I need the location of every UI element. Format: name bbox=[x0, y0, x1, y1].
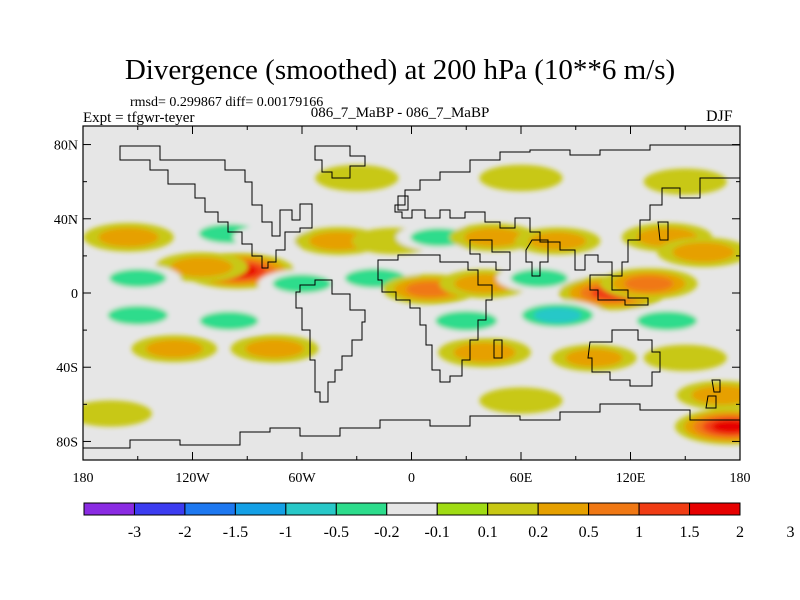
colorbar-label: -0.5 bbox=[324, 524, 349, 541]
coastline-madagascar bbox=[493, 339, 503, 359]
field-blob-25-level-1 bbox=[636, 311, 698, 331]
field-blob-32-level-0 bbox=[479, 387, 563, 414]
coastline-antarctica bbox=[83, 403, 740, 449]
field-layer bbox=[83, 164, 740, 445]
coastline-british-isles bbox=[397, 195, 409, 211]
colorbar-label: 0.1 bbox=[478, 524, 498, 541]
field-blob-8-level-1 bbox=[464, 228, 523, 247]
field-blob-36-level-0 bbox=[479, 164, 563, 192]
field-blob-23-level-1 bbox=[435, 310, 498, 331]
stats-line: rmsd= 0.299867 diff= 0.00179166 bbox=[130, 95, 324, 110]
coastline-new-zealand bbox=[705, 379, 721, 409]
season-label: DJF bbox=[706, 108, 733, 125]
colorbar-swatch bbox=[588, 502, 640, 516]
colorbar-label: 3 bbox=[787, 524, 795, 541]
colorbar-label: -3 bbox=[128, 524, 141, 541]
case-label: 086_7_MaBP - 086_7_MaBP bbox=[310, 105, 490, 121]
field-blob-21-level-1 bbox=[199, 311, 259, 331]
coastline-greenland bbox=[314, 145, 366, 179]
field-blob-28-level-1 bbox=[453, 342, 516, 363]
x-tick-label: 180 bbox=[730, 471, 751, 486]
field-blob-20-level-1 bbox=[107, 305, 168, 325]
field-blob-27-level-1 bbox=[245, 339, 304, 359]
colorbar-label: 2 bbox=[736, 524, 744, 541]
colorbar-swatch bbox=[285, 502, 337, 516]
field-blob-1-level-1 bbox=[170, 257, 233, 277]
coastline-south-america bbox=[295, 279, 366, 403]
y-tick-label: 40N bbox=[54, 213, 78, 228]
coastline-japan bbox=[657, 221, 669, 241]
colorbar-label: -0.1 bbox=[425, 524, 450, 541]
field-blob-34-level-0 bbox=[260, 400, 344, 427]
colorbar-label: 1 bbox=[635, 524, 643, 541]
field-blob-9-level-1 bbox=[529, 231, 586, 251]
x-tick-label: 60W bbox=[288, 471, 316, 486]
field-blob-26-level-1 bbox=[145, 339, 203, 358]
colorbar-label: 0.5 bbox=[579, 524, 599, 541]
x-tick-label: 120E bbox=[616, 471, 646, 486]
field-blob-29-level-1 bbox=[565, 348, 623, 367]
field-blob-31-level-1 bbox=[691, 385, 740, 405]
field-blob-5-level-1 bbox=[309, 231, 368, 251]
colorbar-swatch bbox=[689, 502, 741, 516]
colorbar-label: 0.2 bbox=[528, 524, 548, 541]
field-blob-2-level-1 bbox=[98, 227, 159, 247]
field-blob-38-level-4 bbox=[712, 420, 740, 433]
colorbar-label: -2 bbox=[178, 524, 191, 541]
experiment-label: Expt = tfgwr-teyer bbox=[83, 110, 195, 126]
colorbar-swatch bbox=[234, 502, 287, 516]
field-blob-12-level-1 bbox=[272, 274, 332, 294]
y-tick-label: 80S bbox=[56, 435, 78, 450]
colorbar-label: -0.2 bbox=[374, 524, 399, 541]
x-tick-label: 60E bbox=[510, 471, 533, 486]
coastline-australia bbox=[587, 329, 661, 387]
field-blob-11-level-1 bbox=[672, 242, 735, 263]
colorbar-swatch bbox=[184, 502, 236, 516]
axis-ticks bbox=[82, 126, 741, 460]
y-tick-label: 80N bbox=[54, 139, 78, 154]
colorbar-swatch bbox=[335, 502, 388, 516]
colorbar-label: -1 bbox=[279, 524, 292, 541]
field-blob-18-level-2 bbox=[624, 275, 674, 292]
coastline-north-america bbox=[119, 145, 313, 269]
colorbar-swatch bbox=[386, 502, 438, 516]
coastline-layer bbox=[83, 144, 740, 449]
coastline-arabia bbox=[469, 239, 511, 271]
field-blob-37-level-0 bbox=[643, 168, 727, 195]
x-tick-label: 120W bbox=[175, 471, 210, 486]
colorbar-swatch bbox=[83, 502, 135, 516]
colorbar-label: 1.5 bbox=[680, 524, 700, 541]
colorbar-swatch bbox=[537, 502, 590, 516]
axis-labels: 180 120W 60W 0 60E 120E 180 80N 40N 0 40S 80S bbox=[54, 139, 751, 486]
x-tick-label: 0 bbox=[408, 471, 415, 486]
field-blob-24-level-2 bbox=[533, 307, 582, 323]
coastline-maritime-continent bbox=[589, 274, 649, 306]
chart-title: Divergence (smoothed) at 200 hPa (10**6 … bbox=[124, 54, 676, 86]
field-blob-22-level-0 bbox=[315, 302, 399, 329]
field-blob-19-level-1 bbox=[109, 269, 167, 288]
x-tick-label: 180 bbox=[73, 471, 94, 486]
colorbar-swatch bbox=[487, 502, 539, 516]
colorbar: -3 -2 -1.5 -1 -0.5 -0.2 -0.1 0.1 0.2 0.5 1 1.5 2 3 bbox=[83, 502, 795, 541]
colorbar-swatch bbox=[638, 502, 691, 516]
coastline-india bbox=[525, 239, 549, 277]
field-blob-30-level-0 bbox=[643, 344, 727, 372]
coastline-africa bbox=[377, 254, 493, 383]
y-tick-label: 0 bbox=[71, 287, 78, 302]
coastline-eurasia bbox=[394, 144, 740, 277]
colorbar-swatch bbox=[436, 502, 489, 516]
colorbar-label: -1.5 bbox=[223, 524, 248, 541]
field-blob-16-level-1 bbox=[510, 269, 568, 288]
field-blob-33-level-0 bbox=[83, 400, 152, 427]
colorbar-swatch bbox=[133, 502, 186, 516]
field-blob-35-level-0 bbox=[315, 164, 399, 192]
y-tick-label: 40S bbox=[56, 361, 78, 376]
field-blob-4-level-0 bbox=[233, 224, 317, 251]
